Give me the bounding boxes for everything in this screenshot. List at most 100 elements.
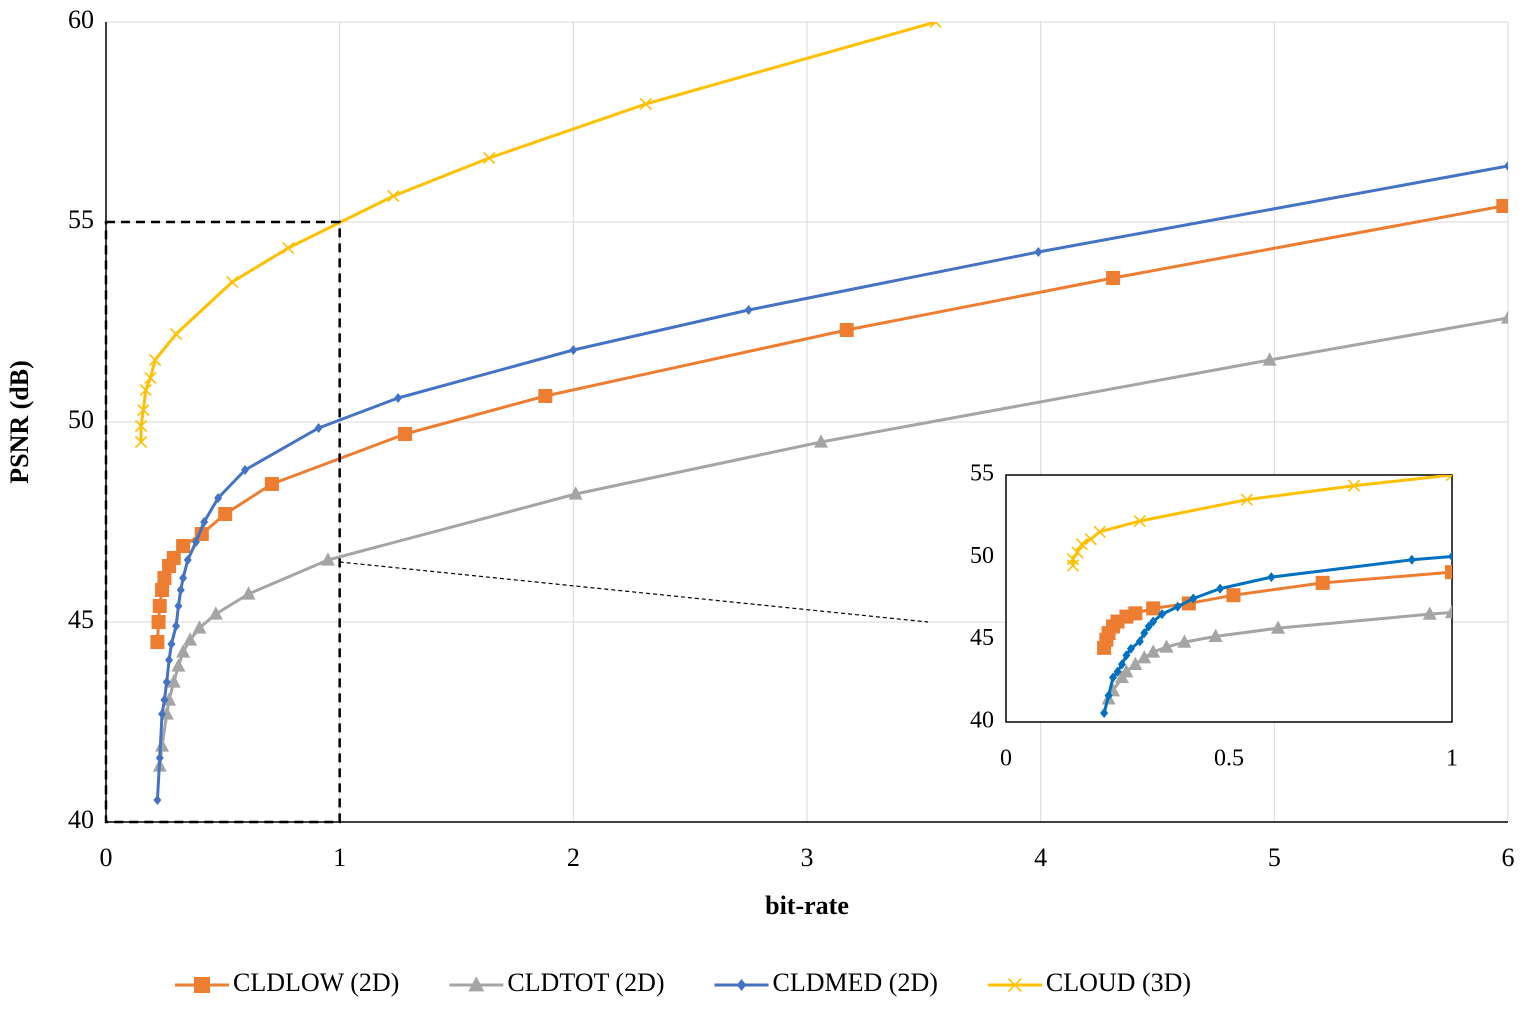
legend-marker [1007, 978, 1022, 992]
marker [1109, 672, 1118, 683]
marker [1240, 493, 1254, 506]
marker [155, 583, 170, 597]
marker [1100, 707, 1109, 718]
marker [1146, 644, 1161, 658]
marker [1189, 593, 1198, 604]
marker [1267, 572, 1276, 583]
marker [1093, 525, 1106, 538]
marker [1445, 565, 1452, 580]
marker [160, 695, 169, 705]
marker [144, 371, 157, 385]
marker [282, 241, 295, 255]
marker [1106, 271, 1121, 285]
marker [1445, 604, 1452, 619]
marker [1113, 666, 1122, 677]
marker [176, 644, 191, 658]
marker [1066, 552, 1080, 566]
zoom-leader [339, 561, 929, 623]
y-tick-label: 45 [68, 605, 94, 634]
marker [1128, 656, 1143, 670]
marker [568, 486, 583, 500]
marker [155, 753, 164, 763]
y-tick-label: 60 [68, 5, 94, 34]
y-tick-label: 40 [970, 708, 994, 734]
marker [1104, 690, 1113, 701]
marker [241, 465, 250, 475]
y-tick-label: 50 [68, 405, 94, 434]
marker [1448, 551, 1452, 562]
marker [1135, 636, 1144, 647]
marker [167, 639, 176, 649]
marker [208, 606, 223, 620]
y-tick-label: 55 [68, 205, 94, 234]
x-tick-label: 0 [1000, 746, 1012, 772]
marker [929, 22, 942, 29]
legend-label: CLDTOT (2D) [507, 968, 664, 997]
marker [179, 573, 188, 583]
marker [241, 586, 256, 600]
marker [172, 621, 181, 631]
x-tick-label: 3 [801, 843, 814, 872]
marker [183, 632, 198, 646]
marker [1271, 620, 1286, 634]
series-line [155, 164, 1508, 801]
marker [1407, 554, 1416, 565]
marker [157, 571, 172, 585]
series-line [158, 316, 1508, 767]
marker [387, 189, 400, 203]
marker [1158, 609, 1167, 620]
marker [314, 423, 323, 433]
marker [1075, 537, 1088, 551]
marker [1122, 650, 1131, 661]
marker [1126, 643, 1135, 654]
marker [1149, 616, 1158, 627]
marker [1504, 161, 1508, 171]
marker [1119, 664, 1134, 678]
legend-marker [194, 977, 210, 993]
marker [137, 403, 150, 417]
marker [538, 389, 553, 403]
marker [152, 599, 167, 613]
marker [1140, 628, 1149, 639]
y-axis-title: PSNR (dB) [5, 360, 34, 484]
series-line [155, 204, 1504, 643]
marker [320, 552, 335, 566]
legend-marker [468, 976, 485, 992]
legend-marker [736, 979, 747, 991]
x-tick-label: 2 [567, 843, 580, 872]
x-tick-label: 4 [1034, 843, 1047, 872]
marker [166, 551, 181, 565]
x-tick-label: 6 [1502, 843, 1515, 872]
y-tick-label: 45 [970, 625, 994, 651]
marker [1262, 352, 1277, 366]
marker [1208, 628, 1223, 642]
marker [151, 615, 166, 629]
legend-label: CLDLOW (2D) [233, 968, 399, 997]
x-tick-label: 0 [100, 843, 113, 872]
marker [1146, 601, 1161, 616]
x-tick-label: 1 [333, 843, 346, 872]
marker [218, 507, 233, 521]
marker [1173, 601, 1182, 612]
marker [1084, 533, 1097, 546]
marker [1133, 514, 1146, 528]
x-tick-label: 0.5 [1214, 746, 1244, 772]
marker [162, 677, 171, 687]
marker [1315, 575, 1330, 590]
marker [1422, 606, 1437, 620]
marker [169, 327, 183, 341]
plot-area [1066, 475, 1452, 718]
marker [214, 493, 223, 503]
marker [1445, 475, 1452, 482]
marker [200, 517, 209, 527]
marker [839, 323, 854, 337]
marker [1137, 650, 1152, 664]
marker [1144, 621, 1153, 632]
marker [639, 97, 652, 111]
marker [1177, 634, 1192, 648]
marker [1226, 588, 1241, 603]
marker [134, 419, 148, 433]
marker [1216, 583, 1225, 594]
marker [264, 477, 279, 491]
